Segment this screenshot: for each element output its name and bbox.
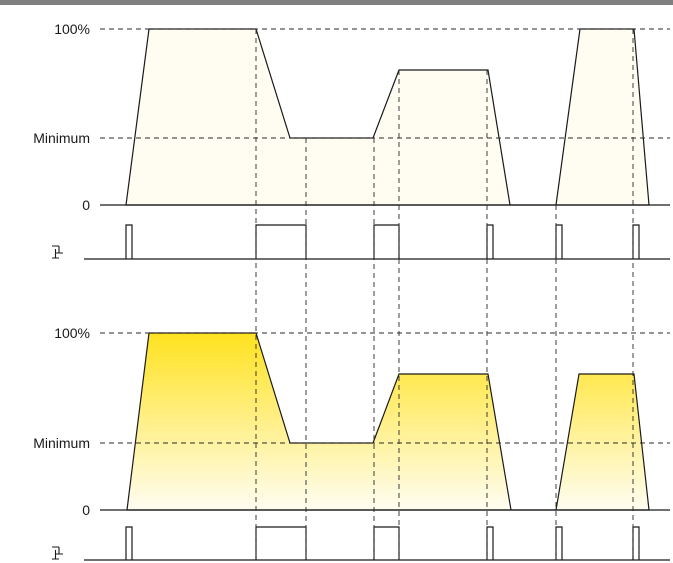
panel-2-brightness-curve	[126, 332, 650, 511]
top-border-bar	[0, 0, 673, 5]
panel-1-label-zero: 0	[82, 197, 90, 213]
panel-2: 100% Minimum 0	[33, 325, 670, 561]
panel-1-button-pulses	[125, 224, 640, 259]
panel-2-button-pulses	[125, 526, 640, 560]
push-button-icon	[52, 245, 63, 259]
panel-1: 100% Minimum 0	[33, 21, 670, 260]
panel-1-brightness-curve	[125, 28, 650, 206]
panel-2-label-100: 100%	[54, 325, 90, 341]
push-button-icon	[52, 546, 63, 560]
panel-2-label-minimum: Minimum	[33, 435, 90, 451]
panel-1-label-minimum: Minimum	[33, 130, 90, 146]
time-guides	[255, 29, 634, 560]
panel-1-label-100: 100%	[54, 21, 90, 37]
panel-2-label-zero: 0	[82, 502, 90, 518]
